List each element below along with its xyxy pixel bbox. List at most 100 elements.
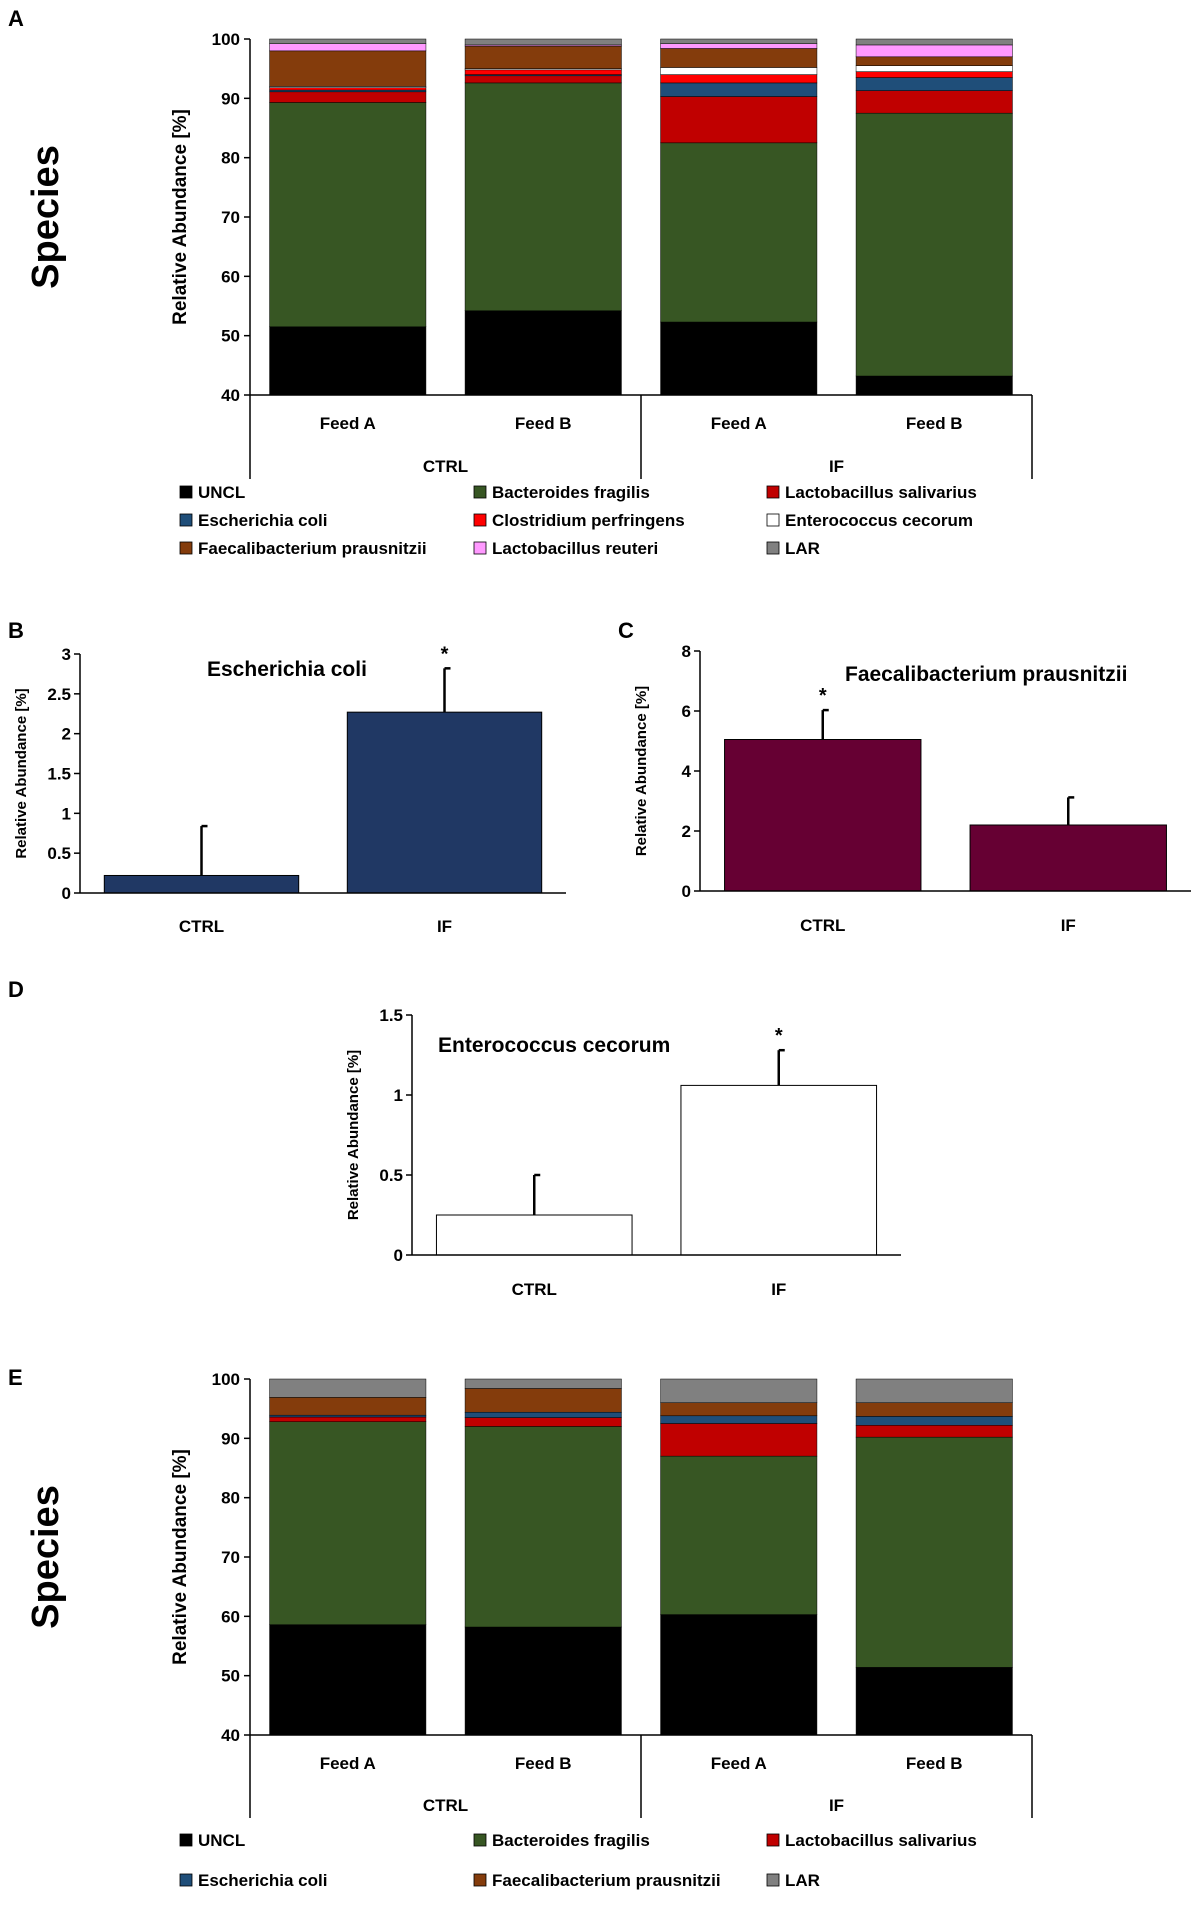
y-tick-label: 4 [682,762,692,781]
y-tick-label: 70 [221,1548,240,1567]
group-label-ctrl: CTRL [423,457,468,476]
y-tick-label: 0 [394,1246,403,1265]
bar-segment-bacteroides-fragilis [660,1455,818,1615]
y-tick-label: 60 [221,1607,240,1626]
chart-title: Enterococcus cecorum [438,1034,670,1057]
x-tick-label-ctrl: CTRL [800,916,845,935]
bar-segment-lactobacillus-reuteri [855,44,1013,58]
y-tick-label: 0 [62,884,71,903]
legend-swatch-faecalibacterium-prausnitzii [473,1873,487,1887]
y-tick-label: 90 [221,89,240,108]
bar-chart-b: Relative Abundance [%] Escherichia coli CT… [13,643,566,936]
x-tick-label-feed-b: Feed B [515,414,572,433]
bar-if [969,824,1167,892]
legend-swatch-enterococcus-cecorum [766,513,780,527]
bar-segment-uncl [269,326,427,396]
y-tick-label: 6 [682,702,691,721]
bar-segment-uncl [660,1614,818,1736]
bar-segment-escherichia-coli [269,89,427,93]
bar-segment-faecalibacterium-prausnitzii [855,1402,1013,1417]
bar-segment-lactobacillus-salivarius [269,1416,427,1422]
bar-segment-lar [855,38,1013,46]
legend-swatch-lactobacillus-reuteri [473,541,487,555]
legend-label-enterococcus-cecorum: Enterococcus cecorum [785,511,973,530]
y-tick-label: 1 [394,1086,403,1105]
significance-marker: * [441,643,449,665]
bar-segment-faecalibacterium-prausnitzii [269,1397,427,1416]
bar-if [346,711,543,894]
bar-segment-lactobacillus-salivarius [464,75,622,84]
legend-swatch-faecalibacterium-prausnitzii [179,541,193,555]
bar-segment-clostridium-perfringens [464,69,622,75]
y-tick-label: 2 [62,725,71,744]
bar-segment-escherichia-coli [660,1415,818,1424]
x-tick-label-feed-b: Feed B [515,1754,572,1773]
bar-segment-escherichia-coli [855,1416,1013,1426]
bar-segment-clostridium-perfringens [269,87,427,91]
legend-swatch-escherichia-coli [179,513,193,527]
bar-segment-enterococcus-cecorum [855,65,1013,72]
legend-swatch-lar [766,1873,780,1887]
bar-segment-faecalibacterium-prausnitzii [269,50,427,87]
group-label-ctrl: CTRL [423,1796,468,1815]
y-axis-label: Relative Abundance [%] [345,1050,362,1220]
bar-segment-lactobacillus-salivarius [855,1425,1013,1438]
bar-segment-lar [464,38,622,46]
bar-segment-faecalibacterium-prausnitzii [660,48,818,68]
y-tick-label: 1.5 [379,1006,403,1025]
y-axis-label: Relative Abundance [%] [13,688,30,858]
side-label-species: Species [25,145,67,289]
significance-marker: * [819,685,827,707]
legend-label-bacteroides-fragilis: Bacteroides fragilis [492,483,650,502]
y-tick-label: 80 [221,149,240,168]
group-label-if: IF [829,457,844,476]
significance-marker: * [775,1025,783,1047]
bar-segment-uncl [660,321,818,396]
y-tick-label: 2 [682,822,691,841]
bar-segment-bacteroides-fragilis [269,102,427,328]
panel-letter-d: D [8,977,24,1002]
legend-label-lactobacillus-reuteri: Lactobacillus reuteri [492,539,658,558]
bar-segment-clostridium-perfringens [660,74,818,84]
chart-title: Faecalibacterium prausnitzii [845,663,1127,686]
legend-label-bacteroides-fragilis: Bacteroides fragilis [492,1831,650,1850]
y-axis-label: Relative Abundance [%] [170,109,191,325]
legend-label-uncl: UNCL [198,483,245,502]
bar-segment-escherichia-coli [660,82,818,97]
bar-segment-lactobacillus-reuteri [269,43,427,52]
group-label-if: IF [829,1796,844,1815]
bar-chart-c: Relative Abundance [%] Faecalibacterium p… [633,642,1191,935]
legend-swatch-lactobacillus-salivarius [766,1833,780,1847]
bar-if [680,1084,878,1256]
bar-segment-bacteroides-fragilis [269,1421,427,1625]
bar-segment-uncl [855,375,1013,396]
stacked-chart-e: Species Relative Abundance [%] Feed A Feed … [25,1370,1033,1890]
bar-segment-uncl [464,1626,622,1736]
legend-swatch-uncl [179,485,193,499]
bar-segment-bacteroides-fragilis [855,112,1013,377]
legend-label-escherichia-coli: Escherichia coli [198,511,327,530]
y-tick-label: 90 [221,1429,240,1448]
legend-label-faecalibacterium-prausnitzii: Faecalibacterium prausnitzii [198,539,427,558]
legend-label-lar: LAR [785,539,820,558]
chart-title: Escherichia coli [207,658,367,681]
legend-label-lar: LAR [785,1871,820,1890]
x-tick-label-feed-a: Feed A [711,1754,767,1773]
y-tick-label: 50 [221,327,240,346]
y-tick-label: 0.5 [379,1166,403,1185]
bar-ctrl [724,739,922,892]
y-tick-label: 100 [212,30,240,49]
bar-segment-bacteroides-fragilis [855,1436,1013,1668]
bar-segment-enterococcus-cecorum [660,67,818,75]
bar-ctrl [435,1214,633,1256]
y-tick-label: 0 [682,882,691,901]
x-tick-label-if: IF [1061,916,1076,935]
side-label-species: Species [25,1485,67,1629]
y-tick-label: 60 [221,267,240,286]
y-tick-label: 0.5 [47,844,71,863]
bar-segment-lar [269,38,427,44]
bar-segment-uncl [269,1624,427,1736]
legend-swatch-lar [766,541,780,555]
x-tick-label-feed-a: Feed A [320,414,376,433]
legend-swatch-escherichia-coli [179,1873,193,1887]
